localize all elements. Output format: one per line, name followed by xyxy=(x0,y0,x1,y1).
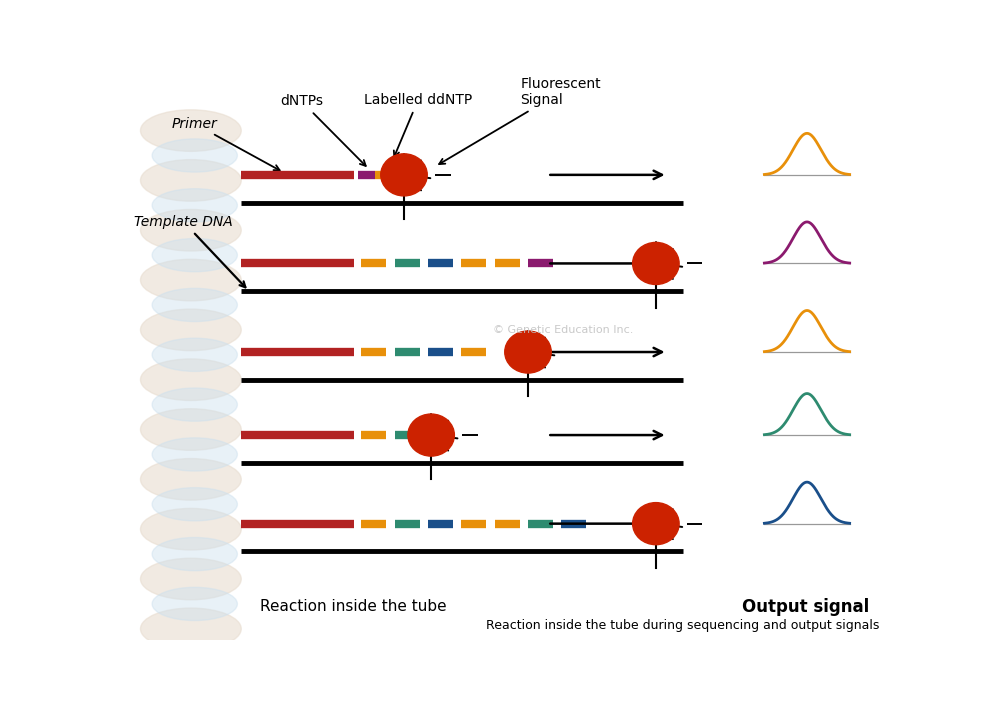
Ellipse shape xyxy=(152,438,237,471)
Ellipse shape xyxy=(152,388,237,421)
Text: dNTPs: dNTPs xyxy=(280,94,366,166)
Ellipse shape xyxy=(152,538,237,571)
Ellipse shape xyxy=(505,331,551,373)
Ellipse shape xyxy=(152,587,237,620)
Ellipse shape xyxy=(140,309,241,351)
Text: Reaction inside the tube: Reaction inside the tube xyxy=(260,599,447,614)
Ellipse shape xyxy=(140,409,241,450)
Ellipse shape xyxy=(633,503,679,545)
Ellipse shape xyxy=(408,414,454,456)
Text: Reaction inside the tube during sequencing and output signals: Reaction inside the tube during sequenci… xyxy=(486,618,880,631)
Ellipse shape xyxy=(140,260,241,301)
Ellipse shape xyxy=(381,154,427,196)
Text: Labelled ddNTP: Labelled ddNTP xyxy=(364,93,472,157)
Ellipse shape xyxy=(140,558,241,600)
Ellipse shape xyxy=(140,359,241,400)
Ellipse shape xyxy=(152,139,237,172)
Ellipse shape xyxy=(152,188,237,222)
Ellipse shape xyxy=(140,160,241,201)
Ellipse shape xyxy=(140,508,241,550)
Ellipse shape xyxy=(140,459,241,500)
Ellipse shape xyxy=(633,242,679,285)
Text: Fluorescent
Signal: Fluorescent Signal xyxy=(439,77,601,164)
Ellipse shape xyxy=(140,110,241,151)
Text: Output signal: Output signal xyxy=(742,597,869,615)
Ellipse shape xyxy=(152,338,237,372)
Ellipse shape xyxy=(140,608,241,649)
Ellipse shape xyxy=(152,487,237,521)
Text: Primer: Primer xyxy=(172,116,280,170)
Text: © Genetic Education Inc.: © Genetic Education Inc. xyxy=(493,325,633,335)
Ellipse shape xyxy=(140,209,241,251)
Ellipse shape xyxy=(152,239,237,272)
Text: Template DNA: Template DNA xyxy=(134,215,245,288)
Ellipse shape xyxy=(152,288,237,321)
